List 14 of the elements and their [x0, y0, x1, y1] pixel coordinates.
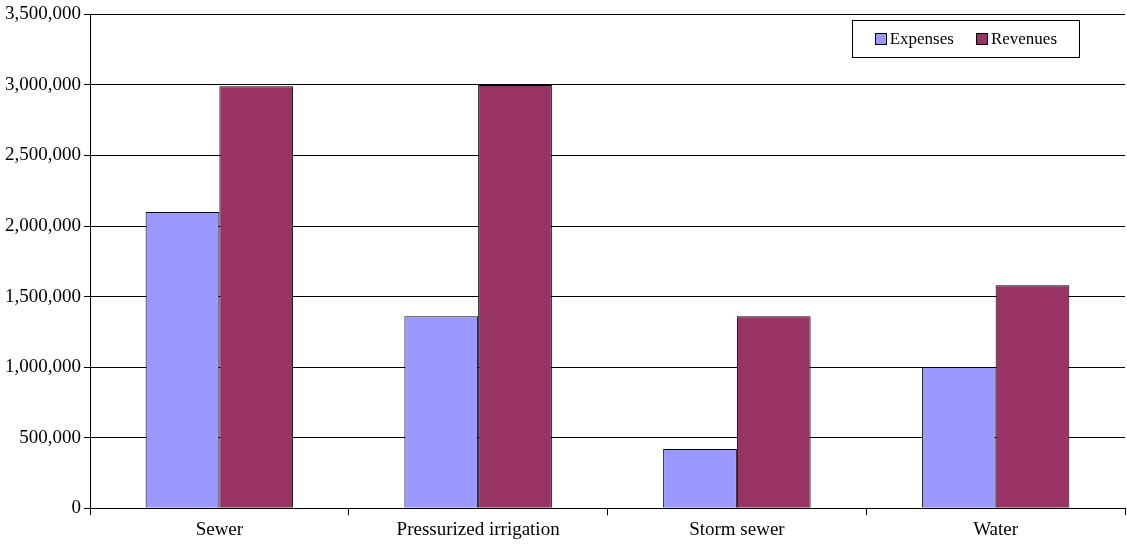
y-tick-label: 3,500,000: [5, 2, 81, 24]
y-tick-label: 0: [71, 496, 81, 518]
x-tick-label: Pressurized irrigation: [396, 517, 561, 539]
y-tick-label: 1,000,000: [5, 355, 81, 377]
legend-label: Revenues: [990, 29, 1057, 50]
y-tick-label: 2,000,000: [5, 214, 81, 236]
y-tick-label: 2,500,000: [5, 143, 81, 165]
x-tick-label: Water: [973, 517, 1019, 539]
y-tick-label: 3,000,000: [5, 72, 81, 94]
y-tick-label: 500,000: [19, 425, 81, 447]
x-tick-label: Storm sewer: [689, 517, 786, 539]
y-tick-label: 1,500,000: [5, 284, 81, 306]
x-tick-label: Sewer: [195, 517, 244, 539]
legend-label: Expenses: [889, 29, 954, 50]
